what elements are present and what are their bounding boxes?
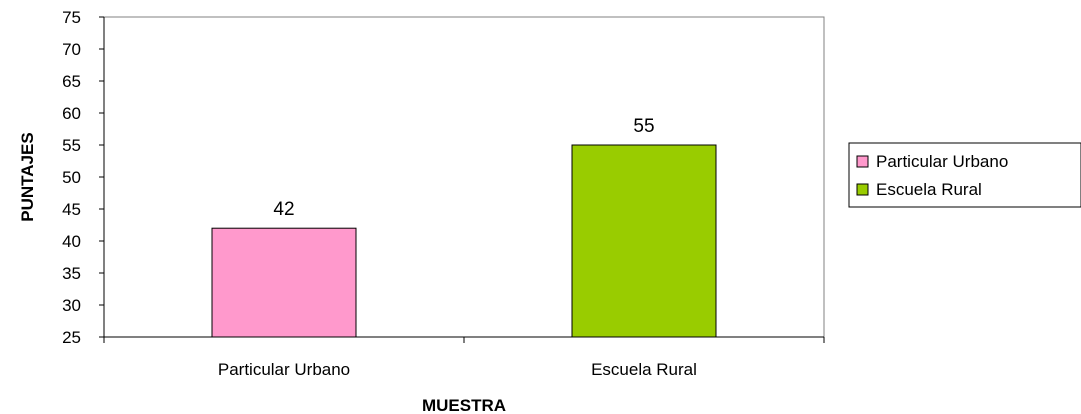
legend-box	[848, 142, 1081, 208]
y-tick-label: 55	[62, 136, 81, 155]
y-tick-label: 25	[62, 328, 81, 347]
y-tick-label: 30	[62, 296, 81, 315]
legend-swatch-escuela-rural	[856, 183, 869, 196]
y-tick-label: 40	[62, 232, 81, 251]
legend: Particular Urbano Escuela Rural	[848, 142, 1081, 208]
y-tick-label: 60	[62, 104, 81, 123]
x-tick-label: Particular Urbano	[218, 360, 350, 379]
y-tick-label: 35	[62, 264, 81, 283]
y-tick-label: 70	[62, 40, 81, 59]
bars: 42 55	[211, 116, 717, 338]
y-tick-label: 75	[62, 8, 81, 27]
legend-label-escuela-rural: Escuela Rural	[876, 180, 982, 199]
y-tick-label: 65	[62, 72, 81, 91]
x-axis-ticks: Particular Urbano Escuela Rural	[103, 337, 825, 379]
y-axis-title: PUNTAJES	[18, 132, 37, 221]
data-label: 42	[273, 199, 294, 220]
y-tick-label: 50	[62, 168, 81, 187]
x-tick-label: Escuela Rural	[591, 360, 697, 379]
y-axis-ticks: 25 30 35 40 45 50 55 60 65 70 75	[62, 8, 104, 347]
bar	[211, 227, 357, 338]
y-tick-label: 45	[62, 200, 81, 219]
x-axis-title: MUESTRA	[422, 396, 506, 414]
bar	[571, 144, 717, 338]
data-label: 55	[633, 116, 654, 137]
legend-label-particular-urbano: Particular Urbano	[876, 152, 1008, 171]
legend-swatch-particular-urbano	[856, 155, 869, 168]
